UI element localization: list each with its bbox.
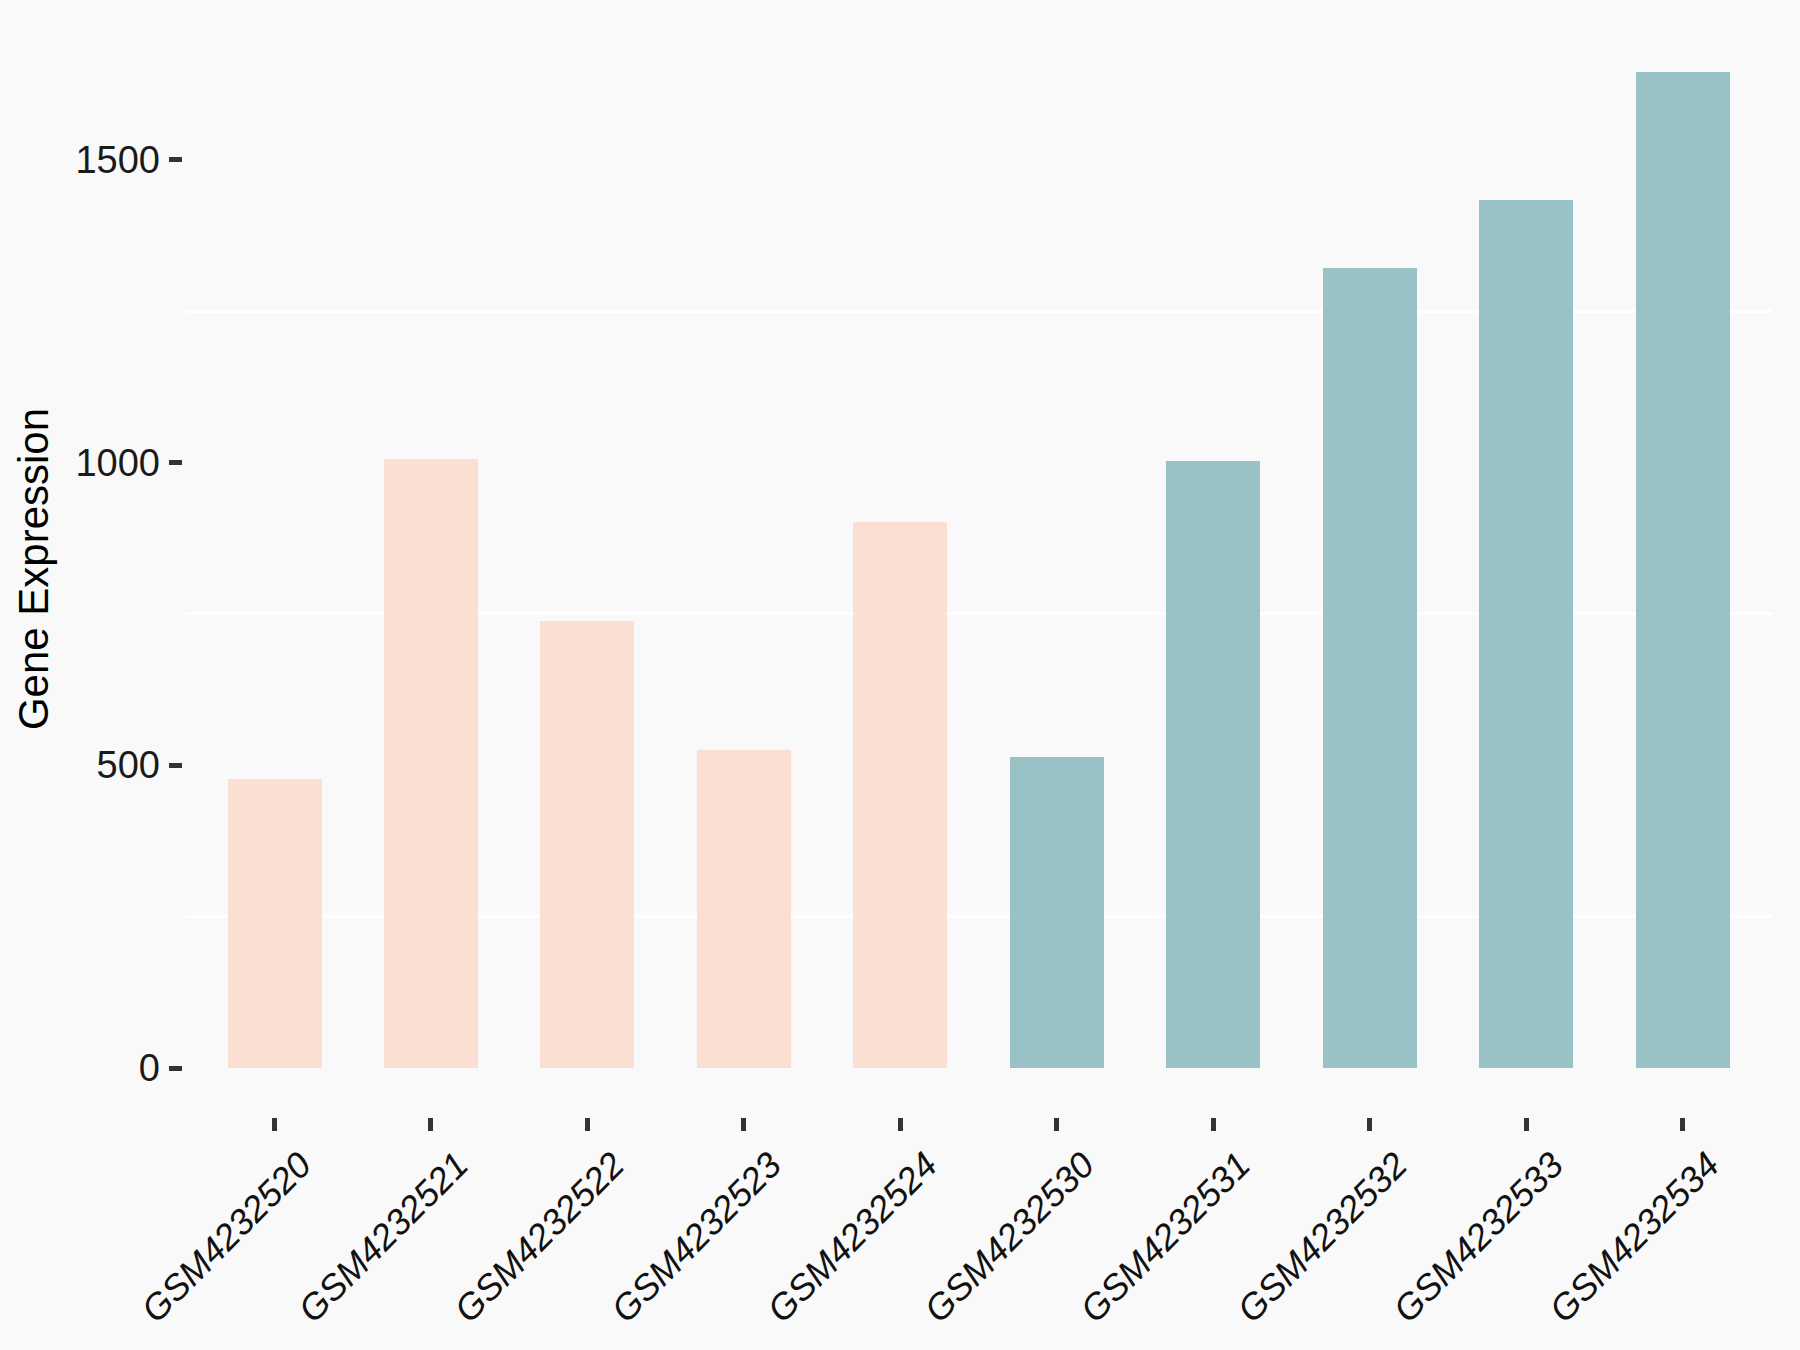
bar-GSM4232523: [697, 750, 791, 1068]
y-tick-mark: [169, 763, 182, 768]
x-tick-mark: [1367, 1118, 1372, 1131]
y-tick-mark: [169, 157, 182, 162]
bar-GSM4232522: [540, 621, 634, 1068]
y-axis-title: Gene Expression: [8, 69, 60, 1069]
bar-GSM4232524: [853, 522, 947, 1068]
y-tick-mark: [169, 1066, 182, 1071]
bar-GSM4232533: [1479, 200, 1573, 1068]
x-tick-mark: [1680, 1118, 1685, 1131]
y-tick-label: 1000: [0, 441, 160, 485]
x-tick-mark: [741, 1118, 746, 1131]
y-tick-label: 1500: [0, 138, 160, 182]
bar-GSM4232521: [384, 459, 478, 1068]
y-tick-label: 500: [0, 743, 160, 787]
bar-GSM4232534: [1636, 72, 1730, 1068]
y-tick-mark: [169, 460, 182, 465]
bar-GSM4232532: [1323, 268, 1417, 1068]
x-tick-mark: [428, 1118, 433, 1131]
x-tick-mark: [272, 1118, 277, 1131]
bar-GSM4232530: [1010, 757, 1104, 1068]
x-tick-mark: [1054, 1118, 1059, 1131]
bar-GSM4232520: [228, 779, 322, 1068]
bar-GSM4232531: [1166, 461, 1260, 1068]
x-tick-mark: [1524, 1118, 1529, 1131]
x-tick-mark: [898, 1118, 903, 1131]
x-tick-mark: [1211, 1118, 1216, 1131]
bar-chart-figure: Gene Expression 050010001500 GSM4232520G…: [0, 0, 1800, 1350]
y-tick-label: 0: [0, 1046, 160, 1090]
x-tick-mark: [585, 1118, 590, 1131]
